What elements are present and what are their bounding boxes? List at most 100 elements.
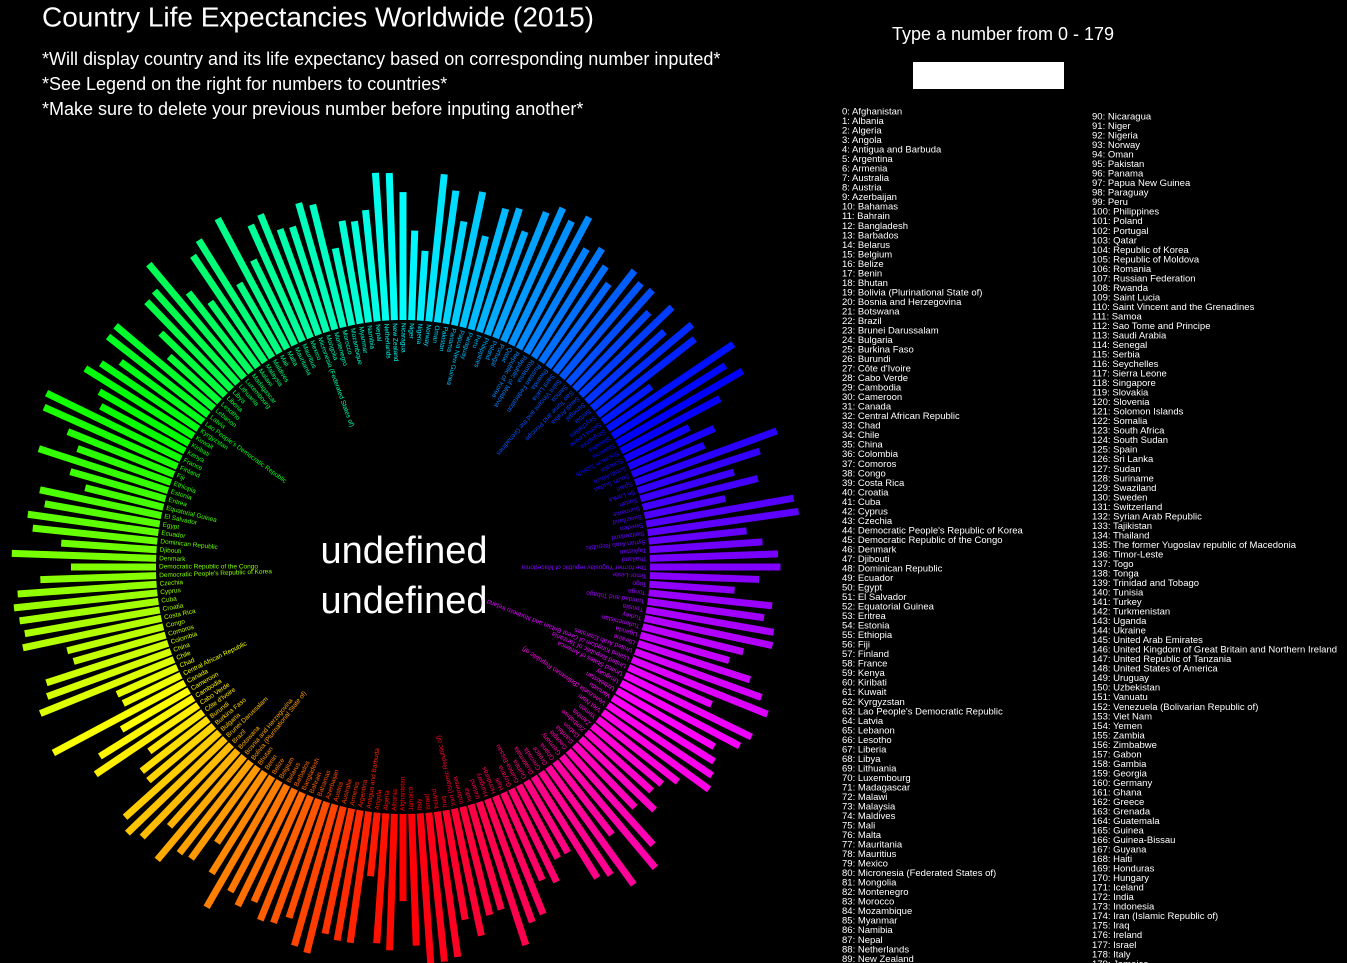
legend-entry: 33: Chad — [842, 421, 881, 432]
country-label: Niger — [407, 323, 415, 340]
bar — [350, 220, 373, 323]
bar — [523, 247, 590, 355]
bar — [630, 656, 769, 718]
country-label: Pakistan — [437, 326, 448, 352]
country-label: Tajikistan — [619, 546, 647, 555]
country-label: Cyprus — [160, 587, 182, 596]
country-label: Nepal — [374, 324, 383, 342]
legend-entry: 85: Myanmar — [842, 916, 897, 927]
bar — [615, 367, 745, 447]
legend-entry: 146: United Kingdom of Great Britain and… — [1092, 645, 1337, 656]
bar — [595, 336, 697, 418]
bar — [633, 427, 778, 486]
country-label: Congo — [165, 618, 186, 630]
country-label: United Kingdom of Great Britain and Nort… — [486, 597, 631, 661]
bar — [270, 797, 322, 924]
country-label: India — [463, 787, 474, 803]
bar — [44, 500, 161, 528]
bar — [234, 787, 298, 908]
bar — [475, 800, 530, 947]
bar — [425, 812, 448, 963]
bar — [371, 172, 390, 321]
legend-entry: 59: Kenya — [842, 668, 885, 679]
bar — [643, 495, 727, 520]
country-label: Czechia — [159, 579, 183, 588]
legend-entry: 28: Cabo Verde — [842, 373, 908, 384]
legend-entry: 1: Albania — [842, 116, 884, 127]
bar — [45, 390, 183, 462]
bar — [60, 539, 157, 554]
country-label: Democratic Republic of the Congo — [159, 564, 258, 571]
legend-entry: 7: Australia — [842, 173, 890, 184]
legend-entry: 129: Swaziland — [1092, 483, 1156, 494]
legend-entry: 83: Morocco — [842, 897, 894, 908]
bar — [623, 424, 691, 462]
legend-entry: 9: Azerbaijan — [842, 192, 897, 203]
legend-entry: 148: United States of America — [1092, 664, 1218, 675]
bar — [257, 794, 314, 922]
legend-entry: 18: Bhutan — [842, 278, 888, 289]
legend-entry: 119: Slovakia — [1092, 388, 1149, 399]
bar — [639, 468, 735, 503]
bar — [645, 606, 775, 636]
legend-entry: 141: Turkey — [1092, 597, 1142, 608]
bar — [188, 764, 261, 861]
bar — [538, 264, 609, 365]
legend-entry: 158: Gambia — [1092, 759, 1147, 770]
bar — [589, 723, 665, 787]
bar — [442, 220, 468, 325]
bar — [559, 753, 659, 870]
bar — [578, 304, 675, 398]
legend-entry: 111: Samoa — [1092, 311, 1143, 322]
title: Country Life Expectancies Worldwide (201… — [42, 1, 594, 32]
legend-entry: 125: Spain — [1092, 445, 1137, 456]
legend-entry: 108: Rwanda — [1092, 283, 1149, 294]
legend-entry: 126: Sri Lanka — [1092, 454, 1154, 465]
bar — [523, 779, 571, 855]
legend-entry: 97: Papua New Guinea — [1092, 178, 1191, 189]
legend-entry: 45: Democratic Republic of the Congo — [842, 535, 1003, 546]
country-label: Jamaica — [407, 786, 415, 811]
legend-entry: 10: Bahamas — [842, 202, 898, 213]
country-label: Oman — [431, 325, 440, 344]
number-input[interactable] — [913, 62, 1064, 89]
legend-entry: 162: Greece — [1092, 797, 1144, 808]
legend-entry: 37: Comoros — [842, 459, 897, 470]
bar — [24, 606, 161, 638]
bar — [627, 425, 716, 470]
legend-entry: 102: Portugal — [1092, 226, 1149, 237]
legend-entry: 136: Timor-Leste — [1092, 549, 1163, 560]
bar — [289, 225, 331, 334]
country-label: Peru — [471, 334, 482, 350]
bar — [32, 524, 158, 545]
bar — [185, 290, 254, 375]
legend-entry: 92: Nigeria — [1092, 131, 1139, 142]
legend-entry: 96: Panama — [1092, 169, 1144, 180]
bar — [492, 210, 550, 340]
legend-entry: 58: France — [842, 659, 887, 670]
legend-entry: 15: Belgium — [842, 249, 892, 260]
legend-entry: 168: Haiti — [1092, 854, 1132, 865]
bar — [385, 172, 398, 321]
bar — [442, 809, 469, 921]
legend-entry: 76: Malta — [842, 830, 882, 841]
bar — [615, 687, 717, 750]
legend-entry: 169: Honduras — [1092, 864, 1155, 875]
legend-entry: 165: Guinea — [1092, 826, 1144, 837]
legend-entry: 80: Micronesia (Federated States of) — [842, 868, 996, 879]
legend-entry: 3: Angola — [842, 135, 882, 146]
legend-entry: 65: Lebanon — [842, 725, 895, 736]
country-label: Angola — [374, 789, 383, 810]
legend-entry: 71: Madagascar — [842, 782, 910, 793]
legend-entry: 41: Cuba — [842, 497, 881, 508]
legend-entry: 160: Germany — [1092, 778, 1152, 789]
bar — [190, 253, 268, 365]
legend-entry: 21: Botswana — [842, 306, 900, 317]
legend-entry: 132: Syrian Arab Republic — [1092, 511, 1202, 522]
legend-entry: 138: Tonga — [1092, 568, 1140, 579]
bar — [552, 759, 615, 837]
bar — [649, 538, 763, 554]
legend-entry: 72: Malawi — [842, 792, 887, 803]
bar — [500, 791, 546, 882]
bar — [121, 672, 183, 707]
